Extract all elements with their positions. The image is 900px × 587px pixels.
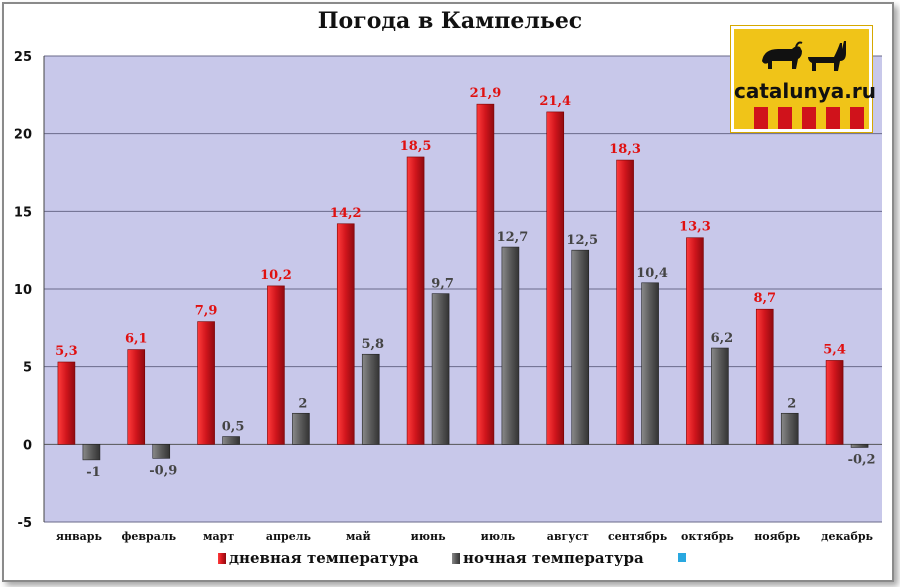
x-tick-label: январь — [56, 530, 103, 543]
day-temp-bar — [546, 111, 565, 445]
day-temp-label: 6,1 — [125, 332, 148, 347]
night-temp-bar — [82, 444, 101, 461]
night-temp-bar — [850, 444, 869, 448]
y-tick-label: 5 — [23, 361, 32, 376]
night-temp-bar — [641, 282, 659, 445]
legend-blue-swatch — [678, 553, 686, 562]
x-tick-label: апрель — [266, 530, 312, 543]
y-tick-label: 0 — [23, 438, 32, 453]
night-temp-label: 0,5 — [222, 420, 245, 435]
night-temp-label: 12,5 — [566, 233, 598, 248]
night-temp-bar — [711, 347, 729, 445]
day-temp-label: 18,5 — [400, 139, 432, 154]
night-temp-label: -0,9 — [149, 463, 177, 478]
night-temp-label: 6,2 — [711, 331, 734, 346]
x-tick-label: декабрь — [821, 530, 873, 543]
y-tick-label: -5 — [18, 516, 32, 531]
day-temp-label: 18,3 — [609, 142, 641, 157]
day-temp-label: 21,9 — [470, 86, 502, 101]
day-temp-label: 10,2 — [260, 268, 292, 283]
y-tick-label: 15 — [14, 205, 32, 220]
day-temp-bar — [197, 321, 215, 445]
legend-day-swatch — [218, 553, 226, 564]
legend-night-swatch — [452, 553, 460, 564]
night-temp-label: 10,4 — [636, 266, 668, 281]
day-temp-bar — [406, 156, 425, 445]
logo-stripes — [734, 107, 869, 129]
bull-donkey-icon — [762, 41, 846, 71]
x-tick-label: март — [203, 530, 234, 543]
y-tick-label: 25 — [14, 50, 32, 65]
y-tick-label: 20 — [14, 128, 32, 143]
night-temp-bar — [152, 444, 171, 459]
x-tick-label: октябрь — [681, 530, 734, 543]
night-temp-label: 9,7 — [431, 277, 454, 292]
day-temp-label: 7,9 — [195, 304, 218, 319]
x-tick-label: июнь — [411, 530, 446, 543]
catalunya-logo: catalunya.ru — [731, 26, 876, 132]
night-temp-label: 12,7 — [497, 230, 529, 245]
day-temp-bar — [616, 159, 634, 445]
x-tick-label: ноябрь — [754, 530, 801, 543]
day-temp-bar — [267, 285, 285, 445]
night-temp-bar — [222, 436, 240, 445]
day-temp-label: 8,7 — [753, 291, 776, 306]
chart-title: Погода в Кампельес — [317, 8, 583, 34]
day-temp-bar — [336, 223, 355, 445]
night-temp-label: -0,2 — [848, 452, 876, 467]
legend-day-label: дневная температура — [229, 549, 419, 567]
x-tick-label: сентябрь — [608, 530, 668, 543]
day-temp-label: 21,4 — [539, 94, 571, 109]
x-tick-label: август — [547, 530, 589, 543]
night-temp-bar — [780, 412, 799, 445]
night-temp-label: 2 — [787, 396, 796, 411]
night-temp-bar — [292, 412, 310, 445]
logo-text: catalunya.ru — [734, 79, 876, 103]
x-tick-label: июль — [481, 530, 516, 543]
night-temp-label: 2 — [298, 396, 307, 411]
day-temp-bar — [755, 308, 774, 445]
night-temp-bar — [361, 353, 380, 445]
x-tick-label: февраль — [121, 530, 176, 543]
day-temp-bar — [127, 349, 146, 445]
day-temp-bar — [825, 360, 844, 445]
y-tick-label: 10 — [14, 283, 32, 298]
night-temp-bar — [501, 246, 520, 445]
night-temp-bar — [431, 293, 450, 445]
night-temp-bar — [571, 249, 590, 445]
x-tick-label: май — [346, 530, 371, 543]
day-temp-label: 5,3 — [55, 344, 78, 359]
day-temp-bar — [476, 103, 495, 445]
night-temp-label: -1 — [86, 465, 100, 480]
day-temp-bar — [686, 237, 704, 445]
day-temp-label: 13,3 — [679, 220, 711, 235]
day-temp-label: 5,4 — [823, 342, 846, 357]
day-temp-label: 14,2 — [330, 206, 362, 221]
night-temp-label: 5,8 — [361, 337, 384, 352]
legend-night-label: ночная температура — [463, 549, 644, 567]
day-temp-bar — [57, 361, 76, 445]
